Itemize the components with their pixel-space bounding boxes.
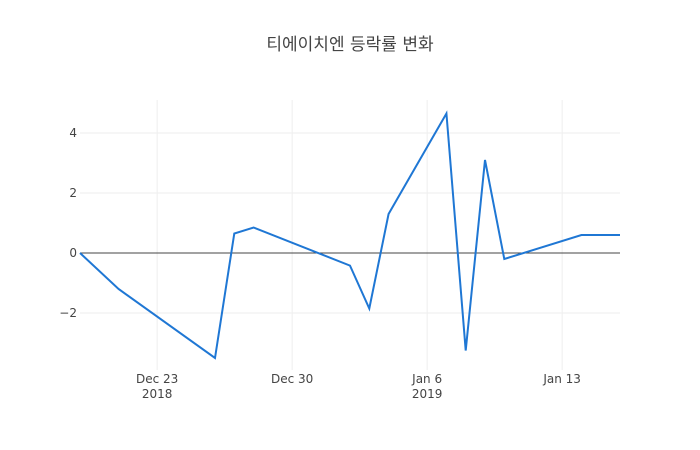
chart-title: 티에이치엔 등락률 변화 xyxy=(266,35,434,55)
x-tick-label: Dec 23 xyxy=(136,372,178,386)
x-tick-year-label: 2019 xyxy=(412,387,443,401)
x-tick-label: Jan 13 xyxy=(542,372,581,386)
grid-lines xyxy=(80,100,620,370)
y-tick-label: −2 xyxy=(59,306,77,320)
x-tick-year-label: 2018 xyxy=(142,387,173,401)
x-tick-label: Jan 6 xyxy=(411,372,442,386)
y-tick-label: 0 xyxy=(69,246,77,260)
y-tick-label: 2 xyxy=(69,186,77,200)
series-layer xyxy=(79,110,620,360)
x-tick-label: Dec 30 xyxy=(271,372,313,386)
y-tick-label: 4 xyxy=(69,126,77,140)
series-line xyxy=(79,110,620,360)
